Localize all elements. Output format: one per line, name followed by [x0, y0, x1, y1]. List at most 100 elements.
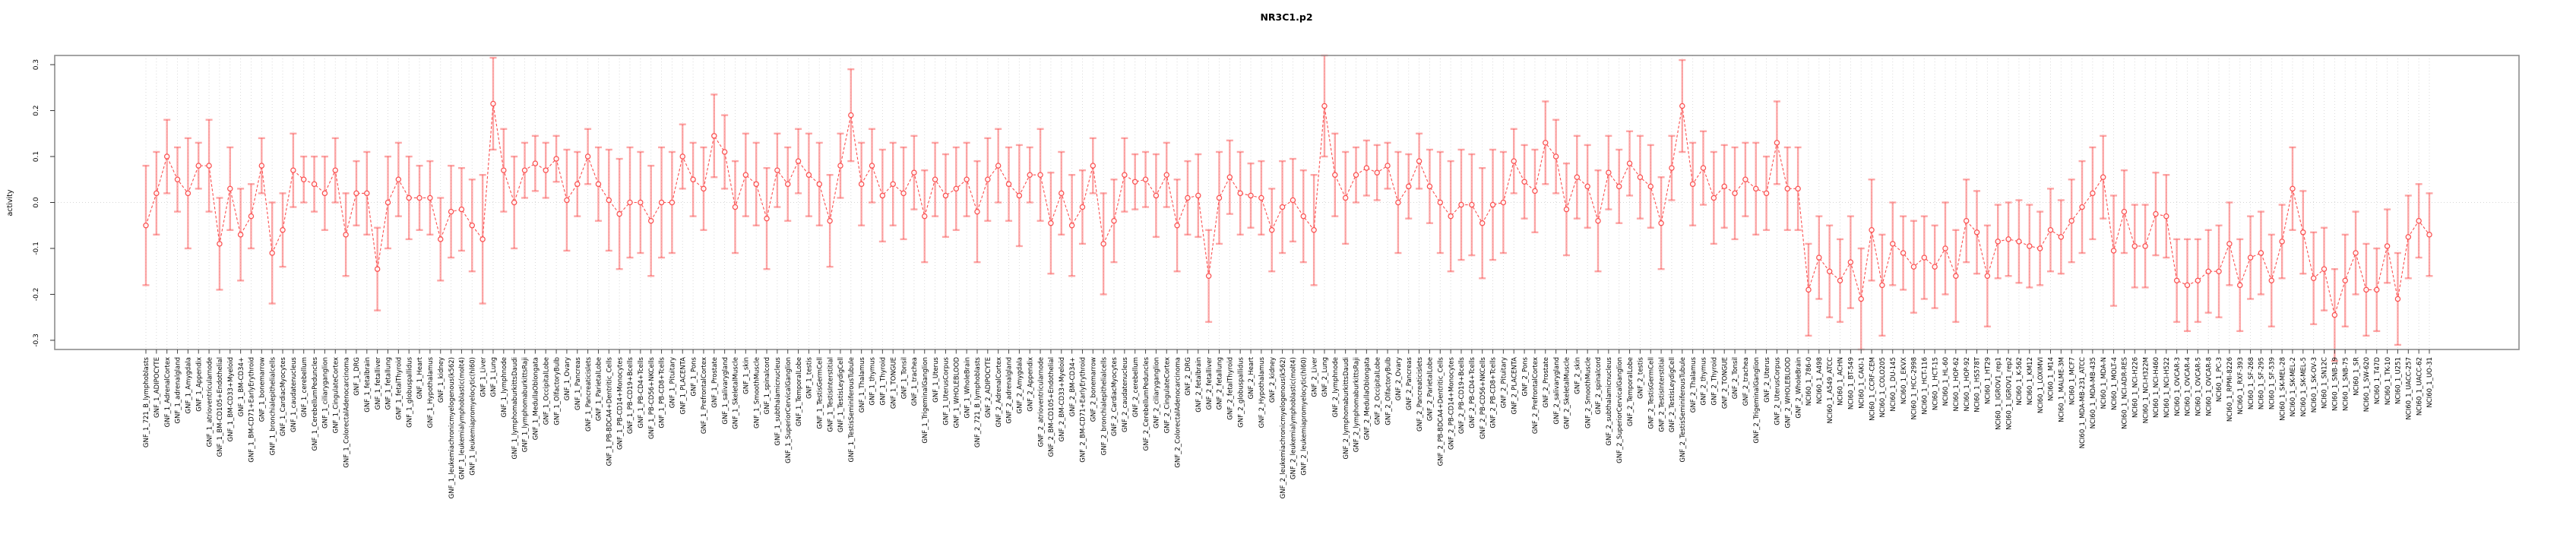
- data-point-marker: [2237, 282, 2243, 289]
- data-point-marker: [332, 167, 338, 173]
- data-point-marker: [2036, 245, 2043, 251]
- data-point-marker: [2268, 277, 2275, 284]
- data-point-marker: [1163, 172, 1169, 178]
- x-axis-label: GNF_2_SmoothMuscle: [1584, 357, 1592, 428]
- x-axis-label: GNF_2_TestisSeminiferousTubule: [1679, 357, 1687, 463]
- x-axis-label: GNF_1_BM-CD105+Endothelial: [217, 357, 224, 457]
- x-axis-label: NCI60_1_RPMI-8226: [2226, 357, 2234, 422]
- data-point-marker: [258, 163, 265, 169]
- data-point-marker: [2363, 286, 2369, 293]
- x-axis-label: NCI60_1_TK-10: [2385, 357, 2392, 405]
- x-axis-label: NCI60_1_SR: [2353, 357, 2360, 396]
- data-point-marker: [2226, 241, 2233, 247]
- x-axis-label: NCI60_1_RXF-393: [2237, 357, 2245, 414]
- x-axis-label: NCI60_1_UACC-257: [2406, 357, 2413, 420]
- data-point-marker: [1037, 172, 1043, 178]
- x-axis-label: NCI60_1_NCI-H460: [2153, 357, 2160, 418]
- x-axis-label: GNF_2_bronchialepithelialcells: [1100, 356, 1108, 455]
- data-point-marker: [1195, 192, 1201, 199]
- x-axis-label: GNF_1_testis: [806, 356, 814, 398]
- x-axis-label: GNF_2_OlfactoryBulb: [1385, 357, 1392, 425]
- data-point-marker: [1258, 194, 1264, 201]
- data-point-marker: [1079, 204, 1086, 210]
- x-axis-label: GNF_2_testis: [1638, 356, 1645, 398]
- x-axis-label: GNF_1_kidney: [438, 357, 445, 403]
- data-point-marker: [364, 190, 370, 197]
- x-axis-label: GNF_2_MedullaOblongata: [1364, 357, 1372, 440]
- x-axis-label: NCI60_1_MOLT-4: [2111, 357, 2119, 410]
- data-point-marker: [1637, 174, 1644, 180]
- x-axis-label: NCI60_1_SF-268: [2248, 357, 2255, 409]
- data-point-marker: [827, 217, 833, 224]
- x-axis-label: NCI60_1_SN12C: [2321, 357, 2329, 409]
- data-point-marker: [553, 156, 559, 162]
- data-point-marker: [2047, 227, 2054, 233]
- x-axis-label: NCI60_1_HOP-92: [1964, 357, 1971, 411]
- data-point-marker: [764, 215, 770, 222]
- data-point-marker: [1973, 229, 1980, 236]
- data-point-marker: [1795, 185, 1801, 192]
- x-axis-label: GNF_1_PB-BDCA4+Dentritic_Cells: [606, 356, 614, 466]
- x-axis-label: GNF_2_TrigeminalGanglion: [1753, 357, 1761, 444]
- data-point-marker: [290, 167, 296, 173]
- y-tick-label: 0.1: [33, 151, 40, 162]
- data-point-marker: [1763, 190, 1770, 197]
- data-point-marker: [1552, 153, 1559, 160]
- x-axis-label: GNF_1_globuspallidus: [406, 356, 413, 427]
- x-axis-label: GNF_1_leukemialymphoblastic(molt4): [459, 357, 467, 479]
- data-point-marker: [953, 185, 960, 192]
- data-point-marker: [890, 181, 896, 188]
- x-axis-label: NCI60_1_OVCAR-4: [2185, 357, 2192, 416]
- data-point-marker: [1395, 199, 1401, 206]
- x-axis-label: GNF_2_Prostate: [1543, 357, 1550, 408]
- x-axis-label: GNF_2_fetallung: [1217, 357, 1224, 409]
- x-axis-label: NCI60_1_NCI-H322M: [2142, 357, 2150, 423]
- x-axis-label: GNF_1_SmoothMuscle: [753, 357, 761, 428]
- data-point-marker: [711, 133, 717, 139]
- x-axis-label: NCI60_1_KM12: [2027, 357, 2034, 405]
- data-point-marker: [858, 181, 865, 188]
- data-point-marker: [1532, 188, 1538, 194]
- data-point-marker: [269, 250, 275, 256]
- x-axis-label: GNF_1_TONGUE: [890, 357, 897, 409]
- x-axis-label: GNF_2_AdrenalCortex: [995, 357, 1003, 427]
- x-axis-label: GNF_1_Hypothalamus: [427, 356, 435, 428]
- x-axis-label: NCI60_1_IGROV1_rep2: [2005, 357, 2013, 430]
- data-point-marker: [1858, 296, 1864, 302]
- x-axis-label: GNF_2_ADIPOCYTE: [985, 357, 992, 418]
- x-axis-label: GNF_2_TestisInterstitial: [1658, 357, 1666, 432]
- data-point-marker: [1279, 204, 1286, 210]
- x-axis-label: NCI60_1_SK-MEL-28: [2279, 357, 2286, 421]
- data-point-marker: [2279, 239, 2285, 245]
- x-axis-label: GNF_1_CerebellumPeduncles: [312, 356, 319, 451]
- x-axis-label: NCI60_1_MDA-MB-435: [2090, 357, 2097, 428]
- x-axis-label: GNF_2_caudatenucleus: [1122, 356, 1129, 432]
- data-point-marker: [564, 197, 570, 204]
- data-point-marker: [584, 153, 591, 160]
- data-point-marker: [1363, 165, 1370, 171]
- x-axis-label: GNF_2_PrefrontalCortex: [1532, 357, 1540, 434]
- x-axis-label: NCI60_1_UACC-62: [2416, 357, 2423, 416]
- x-axis-label: GNF_1_Uterus: [932, 356, 940, 402]
- data-point-marker: [469, 223, 476, 229]
- x-axis-label: GNF_1_TestisSeminiferousTubule: [848, 357, 856, 463]
- data-point-marker: [532, 160, 539, 166]
- x-axis-label: GNF_1_Ovary: [564, 357, 571, 400]
- x-axis-label: GNF_1_Prostate: [711, 357, 719, 408]
- data-point-marker: [595, 181, 602, 188]
- x-axis-label: GNF_1_TemporalLobe: [796, 357, 803, 426]
- data-point-marker: [679, 153, 685, 160]
- x-axis-label: NCI60_1_OVCAR-3: [2174, 357, 2182, 416]
- x-axis-label: GNF_2_SkeletalMuscle: [1564, 357, 1571, 429]
- x-axis-label: GNF_1_BM-CD33+Myeloid: [227, 357, 235, 441]
- x-axis-label: GNF_2_fetalThyroid: [1227, 357, 1235, 420]
- data-point-marker: [1700, 165, 1707, 171]
- x-axis-label: GNF_1_ciliaryganglion: [322, 357, 330, 428]
- data-point-marker: [669, 199, 676, 206]
- x-axis-label: GNF_1_lymphomaburkittsRaji: [522, 357, 530, 452]
- x-axis-label: GNF_1_TrigeminalGanglion: [922, 357, 929, 444]
- data-point-marker: [2300, 229, 2306, 236]
- data-point-marker: [427, 194, 433, 201]
- data-point-marker: [1131, 179, 1138, 185]
